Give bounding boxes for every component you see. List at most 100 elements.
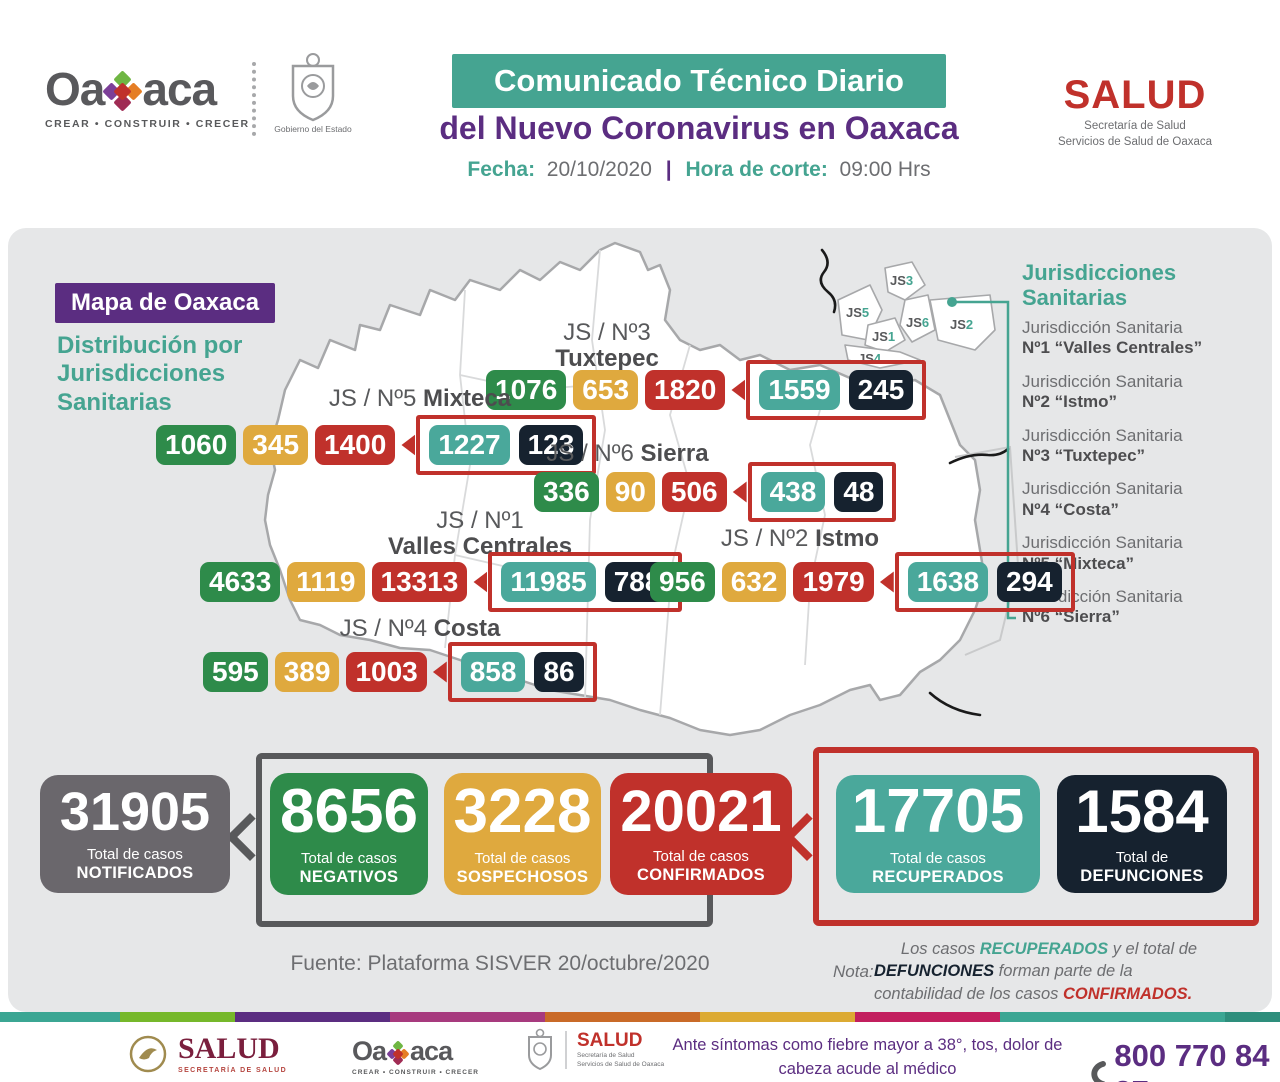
sso-sublines: Secretaría de Salud Servicios de Salud d… <box>577 1052 665 1068</box>
salud-logo: SALUD Secretaría de Salud Servicios de S… <box>1050 75 1220 150</box>
recuperados-defunciones-box: 1559 245 <box>746 360 927 420</box>
sso-logo: SALUD Secretaría de Salud Servicios de S… <box>525 1028 664 1072</box>
jurisdiction-item-4: Jurisdicción Sanitaria Nº4 “Costa” <box>1022 479 1183 519</box>
recuperados-badge: 1227 <box>429 425 510 465</box>
title-banner: Comunicado Técnico Diario <box>452 54 946 108</box>
footer-message: Ante síntomas como fiebre mayor a 38°, t… <box>655 1034 1080 1082</box>
confirmados-value: 20021 <box>620 779 782 844</box>
recuperados-card: 17705 Total de casos RECUPERADOS <box>836 775 1040 893</box>
js5-mixteca-label: JS / Nº5 Mixteca <box>328 385 512 412</box>
seal-caption: Gobierno del Estado <box>274 124 352 134</box>
jurisdictions-heading-line2: Sanitarias <box>1022 285 1128 311</box>
cutoff-label: Hora de corte: <box>685 158 828 181</box>
jurisdiction-item-2: Jurisdicción Sanitaria Nº2 “Istmo” <box>1022 371 1183 412</box>
salud-line2: Servicios de Salud de Oaxaca <box>1057 135 1213 148</box>
cutoff-value: 09:00 Hrs <box>839 158 931 181</box>
federal-salud-logo: SALUD SECRETARÍA DE SALUD <box>128 1034 287 1074</box>
salud-wordmark: SALUD <box>1063 73 1207 117</box>
jurisdiction-item-1: Jurisdicción Sanitaria Nº1 “Valles Centra… <box>1022 318 1203 358</box>
confirmados-badge: 1400 <box>315 425 396 465</box>
state-seal-icon <box>291 53 335 122</box>
recuperados-defunciones-box: 1638 294 <box>894 552 1075 612</box>
sso-salud-wordmark: SALUD <box>577 1030 643 1052</box>
js2-istmo-label: JS / Nº2 Istmo <box>720 525 880 552</box>
sospechosos-card: 3228 Total de casos SOSPECHOSOS <box>444 773 601 895</box>
js4-costa-row: 595 389 1003 858 86 <box>203 640 597 704</box>
eagle-emblem-icon <box>129 1035 167 1073</box>
negativos-badge: 4633 <box>200 562 281 602</box>
oaxaca-pinwheel-icon <box>102 70 144 112</box>
date-separator: | <box>665 158 672 181</box>
outcome-group-box <box>813 747 1259 926</box>
date-value: 20/10/2020 <box>546 158 652 181</box>
recuperados-defunciones-box: 438 48 <box>747 462 897 522</box>
salud-line1: Secretaría de Salud <box>1084 120 1186 132</box>
wordmark-right: aca <box>142 63 217 115</box>
recuperados-defunciones-box: 1227 123 <box>416 415 597 475</box>
oaxaca-wordmark: Oa aca <box>45 62 250 116</box>
negativos-value: 8656 <box>280 777 418 846</box>
js1-valles-row: 4633 1119 13313 11985 788 <box>200 550 683 614</box>
defunciones-badge: 245 <box>848 370 914 410</box>
pointer-arrow-icon <box>731 379 746 401</box>
jurisdictions-list: Jurisdicción Sanitaria Nº1 “Valles Centra… <box>1022 318 1262 641</box>
confirmados-badge: 1820 <box>645 370 726 410</box>
jurisdiction-item-6: Jurisdicción Sanitaria Nº6 “Sierra” <box>1022 586 1183 627</box>
federal-salud-wordmark: SALUD <box>178 1032 280 1065</box>
note-recuperados: RECUPERADOS <box>979 940 1109 958</box>
recuperados-badge: 1559 <box>759 370 840 410</box>
sospechosos-badge: 345 <box>243 425 309 465</box>
notificados-card: 31905 Total de casos NOTIFICADOS <box>40 775 230 893</box>
recuperados-badge: 1638 <box>907 562 989 602</box>
source-text: Fuente: Plataforma SISVER 20/octubre/202… <box>290 952 710 975</box>
pointer-arrow-icon <box>732 481 747 503</box>
footer-oaxaca-tagline: CREAR • CONSTRUIR • CRECER <box>352 1069 479 1076</box>
confirmados-badge: 1003 <box>346 652 427 692</box>
negativos-badge: 956 <box>650 562 715 602</box>
salud-sublines: Secretaría de Salud Servicios de Salud d… <box>1050 119 1220 150</box>
gobierno-seal: Gobierno del Estado <box>268 52 358 134</box>
map-subtitle-line3: Sanitarias <box>57 388 172 416</box>
note-defunciones: DEFUNCIONES <box>874 962 995 981</box>
js6-sierra-row: 336 90 506 438 48 <box>534 460 897 524</box>
jurisdiction-item-3: Jurisdicción Sanitaria Nº3 “Tuxtepec” <box>1022 425 1183 465</box>
defunciones-value: 1584 <box>1075 778 1209 845</box>
oaxaca-tagline: CREAR • CONSTRUIR • CRECER <box>45 118 250 130</box>
sospechosos-badge: 90 <box>605 472 655 512</box>
confirmados-badge: 506 <box>661 472 727 512</box>
phone-handset-icon <box>1091 1061 1106 1082</box>
negativos-badge: 336 <box>534 472 599 512</box>
note-confirmados: CONFIRMADOS. <box>1062 984 1193 1003</box>
oaxaca-pinwheel-icon <box>386 1039 410 1066</box>
pointer-arrow-icon <box>473 571 488 593</box>
dotted-divider <box>252 62 256 136</box>
jurisdictions-heading: Jurisdicciones Sanitarias <box>1022 260 1176 311</box>
federal-salud-subtitle: SECRETARÍA DE SALUD <box>178 1067 288 1074</box>
recuperados-defunciones-box: 858 86 <box>447 642 597 702</box>
footer-oaxaca-logo: Oa aca CREAR • CONSTRUIR • CRECER <box>352 1036 479 1076</box>
sospechosos-badge: 653 <box>573 370 639 410</box>
defunciones-badge: 294 <box>997 562 1062 602</box>
pointer-arrow-icon <box>879 571 894 593</box>
defunciones-badge: 86 <box>534 652 584 692</box>
js2-istmo-row: 956 632 1979 1638 294 <box>650 550 1075 614</box>
confirmados-badge: 13313 <box>371 562 468 602</box>
js6-sierra-label: JS / Nº6 Sierra <box>546 440 709 467</box>
pointer-arrow-icon <box>401 434 416 456</box>
phone-number: 800 770 84 37 <box>1114 1038 1270 1082</box>
sospechosos-badge: 1119 <box>287 562 365 602</box>
note-text: Los casos RECUPERADOS y el total de DEFU… <box>874 940 1198 1003</box>
defunciones-card: 1584 Total de DEFUNCIONES <box>1057 775 1227 893</box>
oaxaca-logo: Oa aca CREAR • CONSTRUIR • CRECER <box>45 62 250 130</box>
page-subtitle: del Nuevo Coronavirus en Oaxaca <box>439 110 959 146</box>
js4-costa-label: JS / Nº4 Costa <box>339 615 501 642</box>
footer-message-line1: Ante síntomas como fiebre mayor a 38°, t… <box>672 1036 1063 1078</box>
color-stripe <box>0 1012 1280 1022</box>
negativos-badge: 1060 <box>156 425 237 465</box>
date-label: Fecha: <box>467 158 536 181</box>
state-seal-icon <box>528 1028 552 1071</box>
date-line: Fecha: 20/10/2020 | Hora de corte: 09:00… <box>399 158 999 182</box>
note-label: Nota: <box>833 962 874 981</box>
negativos-badge: 595 <box>203 652 268 692</box>
